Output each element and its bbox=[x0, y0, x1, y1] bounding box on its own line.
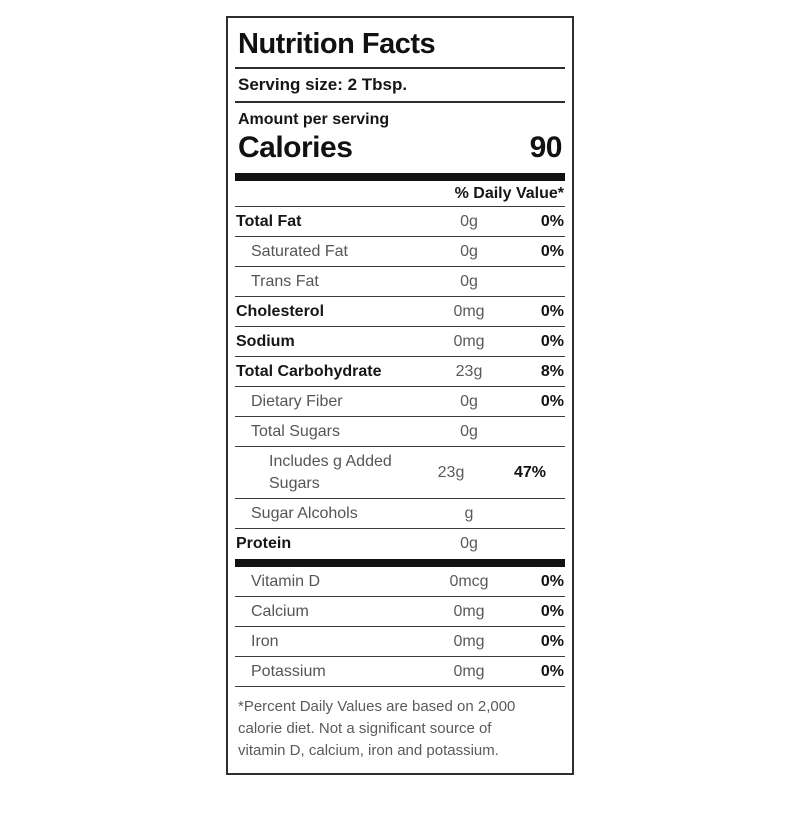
nutrient-name: Iron bbox=[251, 632, 279, 650]
nutrient-name: Dietary Fiber bbox=[251, 392, 343, 410]
micronutrient-row-calcium: Calcium 0mg 0% bbox=[235, 597, 565, 627]
micronutrient-row-vitamin-d: Vitamin D 0mcg 0% bbox=[235, 567, 565, 597]
nutrient-daily-value: 0% bbox=[540, 302, 564, 320]
serving-size: Serving size: 2 Tbsp. bbox=[235, 69, 565, 103]
micronutrient-row-iron: Iron 0mg 0% bbox=[235, 627, 565, 657]
calories-row: Calories 90 bbox=[235, 129, 565, 173]
nutrient-amount: g bbox=[464, 504, 474, 522]
nutrient-daily-value: 0% bbox=[540, 242, 564, 260]
nutrient-amount: 0g bbox=[460, 392, 478, 410]
footnote: *Percent Daily Values are based on 2,000… bbox=[235, 687, 565, 771]
nutrient-name: Total Sugars bbox=[251, 422, 340, 440]
nutrient-daily-value: 0% bbox=[540, 632, 564, 650]
nutrient-amount: 0g bbox=[460, 535, 478, 552]
nutrient-row-protein: Protein 0g bbox=[235, 529, 565, 559]
footnote-line: vitamin D, calcium, iron and potassium. bbox=[238, 741, 499, 759]
nutrient-name: Total Fat bbox=[236, 212, 302, 230]
nutrient-daily-value: 0% bbox=[540, 602, 564, 620]
nutrient-amount: 0g bbox=[460, 272, 478, 290]
nutrient-daily-value: 0% bbox=[540, 332, 564, 350]
section-divider-bar-bottom bbox=[235, 559, 565, 567]
footnote-line: calorie diet. Not a significant source o… bbox=[238, 719, 492, 737]
nutrient-amount: 0mcg bbox=[449, 572, 489, 590]
nutrient-row-cholesterol: Cholesterol 0mg 0% bbox=[235, 297, 565, 327]
nutrient-row-total-fat: Total Fat 0g 0% bbox=[235, 207, 565, 237]
nutrient-name: Calcium bbox=[251, 602, 309, 620]
nutrient-daily-value: 47% bbox=[513, 463, 546, 481]
calories-label: Calories bbox=[238, 131, 353, 164]
nutrient-amount: 0mg bbox=[453, 632, 485, 650]
nutrient-row-total-sugars: Total Sugars 0g bbox=[235, 417, 565, 447]
nutrient-amount: 0mg bbox=[453, 662, 485, 680]
nutrient-row-total-carbohydrate: Total Carbohydrate 23g 8% bbox=[235, 357, 565, 387]
nutrient-daily-value: 0% bbox=[540, 212, 564, 230]
nutrient-name: Vitamin D bbox=[251, 572, 321, 590]
calories-value: 90 bbox=[529, 131, 563, 164]
nutrient-row-added-sugars: Includes g Added Sugars 23g 47% bbox=[235, 447, 565, 499]
nutrient-daily-value: 0% bbox=[540, 572, 564, 590]
nutrient-name: Cholesterol bbox=[236, 302, 325, 320]
nutrient-row-sodium: Sodium 0mg 0% bbox=[235, 327, 565, 357]
nutrient-amount: 0g bbox=[460, 242, 478, 260]
nutrient-name: Total Carbohydrate bbox=[236, 362, 382, 380]
nutrient-amount: 0mg bbox=[453, 602, 485, 620]
label-title: Nutrition Facts bbox=[235, 18, 565, 69]
daily-value-header: % Daily Value* bbox=[235, 181, 565, 207]
nutrient-daily-value: 0% bbox=[540, 662, 564, 680]
micronutrient-row-potassium: Potassium 0mg 0% bbox=[235, 657, 565, 687]
nutrient-amount: 0g bbox=[460, 422, 478, 440]
nutrient-name: Includes g Added Sugars bbox=[269, 453, 392, 492]
nutrient-daily-value: 0% bbox=[540, 392, 564, 410]
nutrient-name: Protein bbox=[236, 535, 292, 553]
section-divider-bar-top bbox=[235, 173, 565, 181]
nutrient-row-trans-fat: Trans Fat 0g bbox=[235, 267, 565, 297]
nutrient-name: Trans Fat bbox=[251, 272, 319, 290]
nutrient-daily-value: 8% bbox=[540, 362, 564, 380]
nutrition-facts-label: Nutrition Facts Serving size: 2 Tbsp. Am… bbox=[226, 16, 574, 776]
nutrient-name: Sugar Alcohols bbox=[251, 504, 358, 522]
nutrient-amount: 0mg bbox=[453, 332, 485, 350]
nutrient-amount: 23g bbox=[455, 362, 483, 380]
footnote-line: *Percent Daily Values are based on 2,000 bbox=[238, 698, 516, 715]
nutrient-amount: 0mg bbox=[453, 302, 485, 320]
nutrient-name: Saturated Fat bbox=[251, 242, 348, 260]
nutrient-amount: 0g bbox=[460, 212, 478, 230]
nutrient-row-dietary-fiber: Dietary Fiber 0g 0% bbox=[235, 387, 565, 417]
nutrient-amount: 23g bbox=[437, 463, 465, 481]
amount-per-serving: Amount per serving bbox=[238, 111, 390, 128]
nutrient-row-saturated-fat: Saturated Fat 0g 0% bbox=[235, 237, 565, 267]
nutrient-name: Potassium bbox=[251, 662, 326, 680]
nutrient-row-sugar-alcohols: Sugar Alcohols g bbox=[235, 499, 565, 529]
nutrient-name: Sodium bbox=[236, 332, 295, 350]
